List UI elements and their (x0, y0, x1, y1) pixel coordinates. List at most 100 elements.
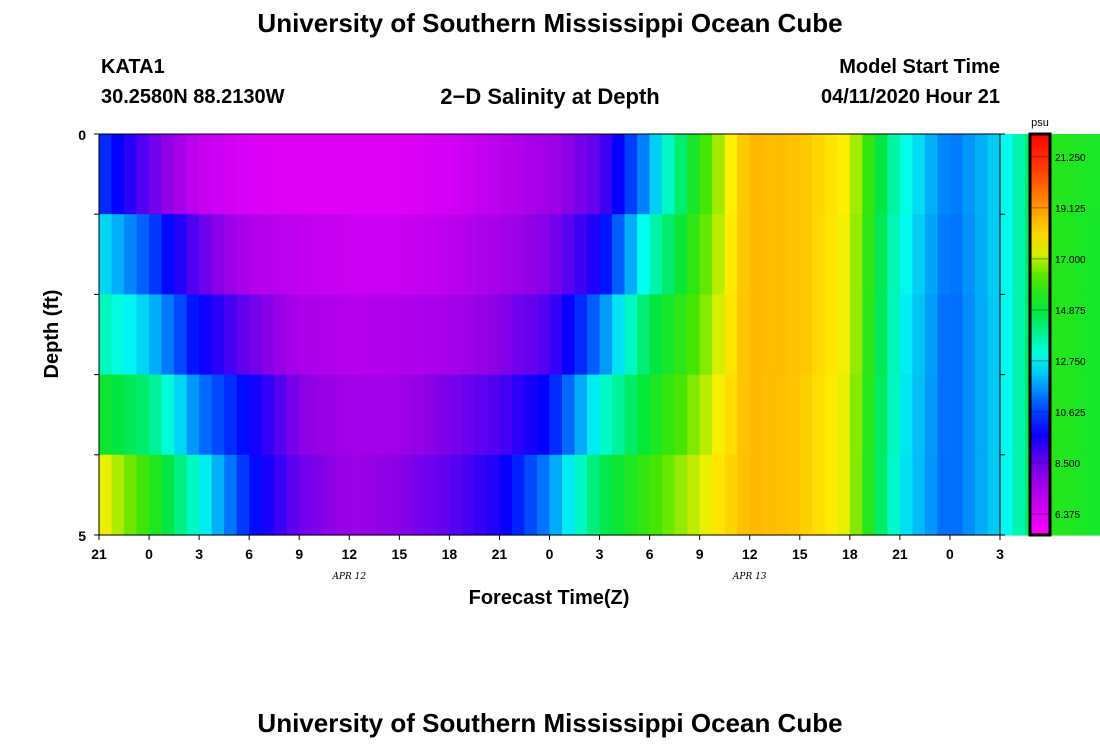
heatmap-cell (887, 134, 901, 215)
heatmap-cell (762, 214, 776, 295)
heatmap-cell (261, 294, 275, 376)
heatmap-cell (486, 134, 501, 215)
heatmap-cell (849, 214, 863, 295)
heatmap-cell (236, 294, 250, 376)
heatmap-cell (99, 374, 113, 456)
heatmap-cell (974, 134, 989, 215)
heatmap-cell (949, 454, 964, 536)
heatmap-cell (461, 374, 476, 456)
heatmap-cell (474, 294, 488, 376)
heatmap-cell (99, 294, 113, 376)
heatmap-cell (186, 454, 200, 536)
heatmap-cell (249, 294, 263, 376)
heatmap-cell (749, 214, 763, 295)
heatmap-cell (1075, 134, 1089, 215)
heatmap-cell (161, 374, 175, 456)
heatmap-cell (1062, 294, 1076, 376)
heatmap-cell (436, 214, 450, 295)
heatmap-cell (962, 454, 976, 536)
heatmap-cell (624, 294, 638, 376)
heatmap-cell (1087, 454, 1100, 536)
heatmap-cell (461, 454, 476, 536)
heatmap-cell (199, 134, 213, 215)
heatmap-cell (1050, 454, 1064, 536)
heatmap-cell (724, 134, 738, 215)
heatmap-cell (224, 374, 238, 456)
heatmap-cell (1075, 294, 1089, 376)
heatmap-cell (536, 214, 551, 295)
heatmap-cell (574, 454, 588, 536)
heatmap-cell (524, 294, 538, 376)
heatmap-cell (324, 294, 338, 376)
heatmap-cell (124, 294, 138, 376)
heatmap-cell (912, 214, 926, 295)
heatmap-cell (499, 454, 513, 536)
heatmap-cell (324, 454, 338, 536)
colorbar-tick-label: 19.125 (1055, 204, 1086, 215)
heatmap-cell (737, 134, 751, 215)
heatmap-cell (574, 294, 588, 376)
heatmap-cell (436, 294, 450, 376)
heatmap-cell (562, 374, 576, 456)
heatmap-cell (136, 454, 150, 536)
heatmap-cell (862, 294, 876, 376)
heatmap-cell (637, 214, 651, 295)
heatmap-cell (274, 454, 288, 536)
heatmap-cell (436, 374, 450, 456)
heatmap-cell (549, 134, 563, 215)
heatmap-cell (124, 214, 138, 295)
heatmap-cell (211, 214, 225, 295)
y-tick-label: 0 (78, 127, 86, 143)
x-tick-label: 0 (546, 546, 554, 562)
x-date-label: APR 13 (732, 572, 767, 582)
heatmap-cell (862, 374, 876, 456)
heatmap-cell (637, 134, 651, 215)
heatmap-cell (274, 134, 288, 215)
heatmap-cell (524, 374, 538, 456)
x-tick-label: 3 (195, 546, 203, 562)
heatmap-cell (587, 374, 601, 456)
heatmap-cell (974, 294, 989, 376)
heatmap-cell (1062, 214, 1076, 295)
heatmap-cell (199, 454, 213, 536)
heatmap-cell (812, 294, 826, 376)
heatmap-cell (99, 134, 113, 215)
heatmap-cell (136, 374, 150, 456)
heatmap-cell (424, 134, 438, 215)
heatmap-cell (461, 134, 476, 215)
heatmap-cell (286, 214, 300, 295)
heatmap-cell (536, 294, 551, 376)
heatmap-cell (449, 214, 463, 295)
heatmap-cell (511, 454, 526, 536)
heatmap-cell (424, 374, 438, 456)
heatmap-cell (511, 214, 526, 295)
heatmap-cell (937, 374, 951, 456)
heatmap-cell (699, 454, 713, 536)
heatmap-cell (186, 134, 200, 215)
heatmap-cell (612, 294, 626, 376)
heatmap-cell (924, 454, 939, 536)
heatmap-cell (974, 214, 989, 295)
colorbar-tick-label: 21.250 (1055, 153, 1086, 164)
heatmap-cell (174, 454, 188, 536)
heatmap-cell (787, 294, 801, 376)
heatmap-cell (136, 134, 150, 215)
heatmap-cell (824, 134, 838, 215)
heatmap-cell (949, 134, 964, 215)
heatmap-cell (837, 214, 851, 295)
heatmap-cell (299, 214, 313, 295)
heatmap-cell (224, 214, 238, 295)
heatmap-cell (499, 214, 513, 295)
heatmap-cell (349, 214, 363, 295)
heatmap-cell (361, 294, 375, 376)
heatmap-cell (912, 454, 926, 536)
colorbar-unit: psu (1031, 117, 1049, 129)
heatmap-cell (1087, 374, 1100, 456)
heatmap-cell (411, 214, 425, 295)
x-tick-label: 15 (792, 546, 808, 562)
heatmap-cell (311, 134, 325, 215)
heatmap-cell (987, 134, 1001, 215)
heatmap-cell (587, 214, 601, 295)
heatmap-cell (599, 294, 613, 376)
heatmap-cell (1000, 134, 1014, 215)
